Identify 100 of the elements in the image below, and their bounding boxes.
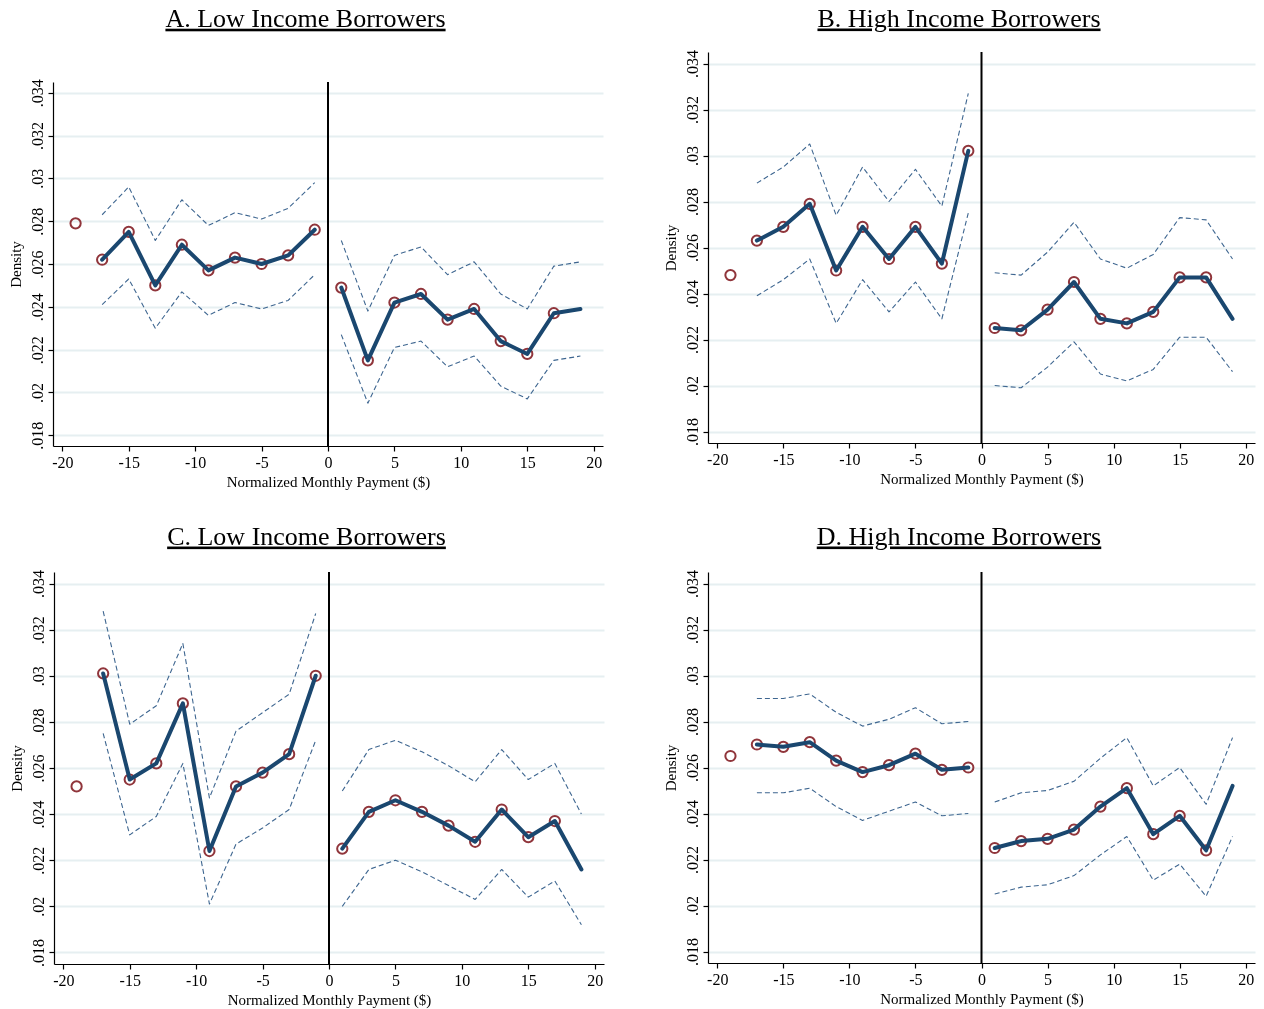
point	[962, 144, 975, 158]
x-tick-label: 20	[1238, 970, 1255, 988]
point	[336, 842, 349, 855]
point	[202, 264, 215, 277]
point	[522, 831, 535, 844]
y-tick-label: .03	[683, 146, 701, 166]
y-tick-label: .018	[683, 938, 701, 966]
point	[468, 302, 481, 316]
y-tick-label: .024	[683, 280, 701, 308]
y-tick-label: .022	[28, 336, 46, 365]
line-series	[341, 859, 582, 926]
point	[1173, 809, 1186, 822]
y-tick-label: .018	[683, 418, 701, 446]
y-axis-title: Density	[8, 744, 25, 792]
point	[909, 747, 922, 760]
y-tick-label: .034	[28, 79, 46, 108]
point	[882, 252, 896, 266]
x-tick-label: 5	[1044, 970, 1053, 988]
y-axis-title: Density	[662, 224, 679, 272]
y-tick-label: .032	[28, 122, 46, 151]
y-tick-label: .032	[683, 616, 701, 644]
line-series	[101, 182, 316, 241]
point	[309, 669, 322, 682]
y-tick-label: .028	[683, 708, 701, 736]
point	[724, 749, 737, 763]
point	[122, 225, 135, 238]
point	[1015, 324, 1028, 337]
point	[495, 803, 508, 816]
point	[388, 296, 401, 309]
point	[203, 844, 216, 858]
point	[909, 220, 922, 233]
x-tick-label: -5	[255, 453, 269, 471]
x-tick-label: 10	[1106, 450, 1123, 468]
line-series	[100, 227, 317, 288]
x-tick-label: 15	[519, 453, 536, 471]
y-axis-title: Density	[7, 240, 24, 288]
point	[935, 763, 948, 776]
y-tick-label: .026	[683, 754, 701, 782]
point	[1120, 317, 1133, 330]
point	[750, 738, 764, 751]
point	[1015, 834, 1028, 848]
point	[750, 234, 764, 247]
y-tick-label: .028	[28, 207, 46, 236]
point	[494, 334, 507, 348]
x-tick-label: 10	[1106, 970, 1123, 988]
point	[548, 814, 561, 828]
point	[308, 223, 321, 236]
point	[1147, 828, 1160, 841]
point	[229, 780, 243, 793]
point	[830, 264, 843, 277]
x-tick-label: -15	[119, 971, 141, 989]
line-series	[339, 285, 583, 363]
point	[97, 667, 110, 680]
line-series	[340, 334, 581, 404]
line-series	[340, 798, 584, 872]
y-tick-label: .018	[28, 421, 46, 450]
y-tick-label: .03	[683, 666, 701, 686]
x-axis-title: Normalized Monthly Payment ($)	[227, 991, 432, 1009]
point	[1173, 271, 1186, 284]
point	[803, 736, 816, 749]
point	[1094, 800, 1107, 813]
point	[469, 835, 482, 848]
point	[988, 841, 1001, 855]
point	[176, 697, 189, 710]
chart-title: B. High Income Borrowers	[817, 3, 1101, 33]
point	[282, 249, 295, 262]
point	[830, 754, 843, 767]
line-series	[992, 783, 1235, 853]
y-axis-title: Density	[662, 744, 679, 792]
y-tick-label: .02	[29, 896, 47, 917]
point	[724, 268, 737, 282]
y-tick-label: .026	[28, 250, 46, 279]
x-tick-label: 0	[978, 450, 986, 468]
x-tick-label: -5	[909, 450, 923, 468]
y-tick-label: .024	[683, 800, 701, 828]
x-tick-label: -20	[707, 970, 729, 988]
x-tick-label: 0	[325, 971, 334, 989]
y-tick-label: .022	[683, 846, 701, 874]
x-axis-title: Normalized Monthly Payment ($)	[880, 470, 1084, 488]
line-series	[994, 835, 1234, 897]
point	[150, 757, 163, 770]
x-tick-label: -10	[839, 970, 861, 988]
x-tick-label: 5	[391, 971, 400, 989]
point	[442, 819, 455, 832]
y-tick-label: .024	[29, 800, 47, 829]
point	[389, 794, 402, 807]
x-tick-label: 10	[453, 453, 470, 471]
point	[803, 197, 816, 210]
y-tick-label: .022	[683, 326, 701, 354]
point	[70, 780, 83, 793]
y-tick-label: .02	[28, 382, 46, 403]
x-tick-label: -20	[52, 453, 74, 471]
chart-title: D. High Income Borrowers	[816, 521, 1102, 551]
point	[521, 347, 534, 361]
line-series	[754, 740, 971, 775]
point	[123, 773, 136, 786]
x-tick-label: 20	[587, 971, 604, 989]
x-tick-label: -5	[909, 970, 923, 988]
x-tick-label: -15	[773, 970, 795, 988]
chart-title: C. Low Income Borrowers	[167, 521, 446, 551]
